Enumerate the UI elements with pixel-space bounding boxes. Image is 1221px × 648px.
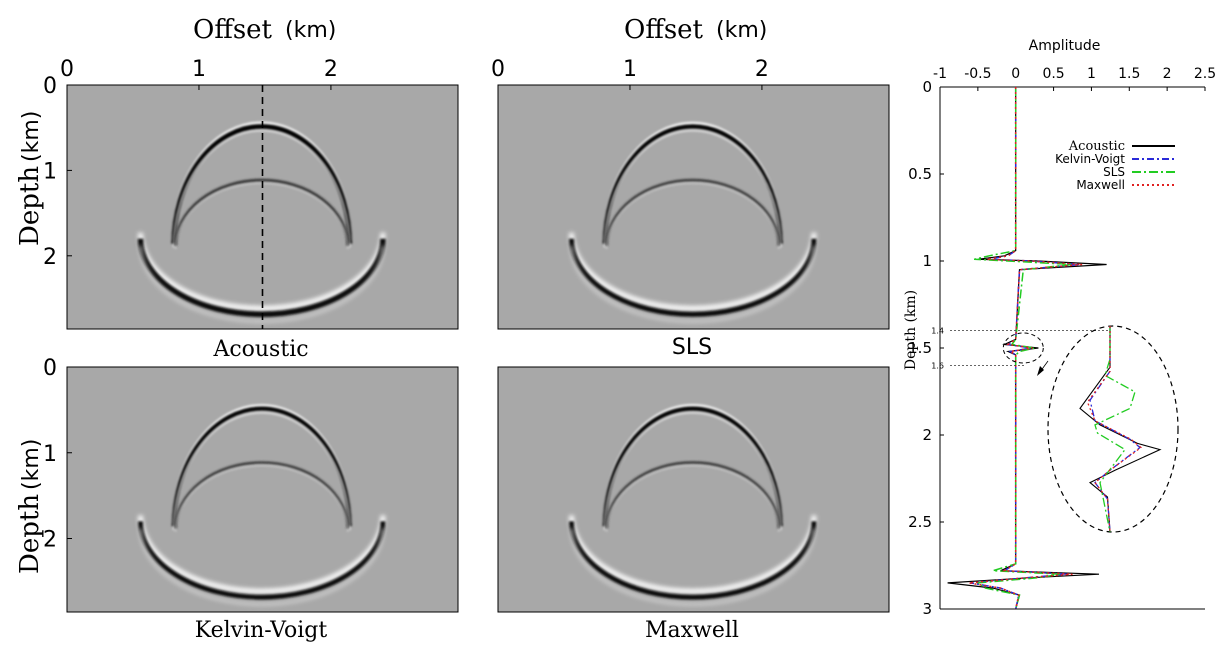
- amplitude-tick-label: 2: [1163, 66, 1172, 82]
- amplitude-tick-label: -0.5: [964, 66, 991, 82]
- depth-tick-label: 2: [43, 528, 57, 553]
- panel-sls: [497, 84, 890, 330]
- depth-tick-label: 1: [922, 252, 932, 270]
- trace-y-label: Depth (km): [903, 290, 919, 370]
- panel-maxwell: [497, 366, 890, 613]
- inset-trace: [1079, 326, 1162, 533]
- depth-tick-label: 3: [922, 600, 932, 618]
- reflected-wavefront: [605, 461, 780, 529]
- direct-wavefront: [171, 406, 352, 527]
- depth-tick-label: 0: [922, 78, 932, 96]
- depth-unit-top: (km): [19, 111, 44, 162]
- reflected-wavefront: [605, 178, 781, 247]
- panel-acoustic: [66, 84, 459, 330]
- trace-x-label: Amplitude: [1029, 38, 1101, 54]
- wavefronts: [138, 404, 386, 606]
- trace-maxwell: [968, 87, 1083, 610]
- depth-tick-label: 0: [43, 74, 57, 99]
- caption-sls: SLS: [671, 335, 713, 360]
- caption-kelvin-voigt: Kelvin-Voigt: [194, 618, 328, 643]
- reflected-wavefront: [174, 461, 349, 529]
- offset-tick-label: 0: [60, 57, 74, 82]
- legend-label: Acoustic: [1068, 139, 1125, 154]
- trace-chart: Amplitude -1 -0.5 0 0.5 1 1.5 2 2.5 0 0.5 1 1.5 2 2.5 3…: [903, 38, 1216, 618]
- depth-unit-bottom: (km): [19, 439, 44, 490]
- zoom-source-ellipse: [1002, 332, 1044, 364]
- reflected-wavefront: [174, 178, 350, 247]
- wavefronts: [569, 404, 817, 606]
- wavefronts: [569, 121, 817, 323]
- direct-wavefront: [602, 124, 783, 244]
- panel-frame: [497, 84, 890, 330]
- caption-acoustic: Acoustic: [213, 337, 309, 362]
- legend-label: Maxwell: [1076, 178, 1125, 192]
- depth-label-bottom: Depth: [15, 494, 45, 574]
- depth-tick-label: 2: [43, 245, 57, 270]
- zoom-inset-ellipse: [1047, 325, 1179, 533]
- depth-tick-label: 1: [43, 442, 57, 467]
- panel-frame: [66, 366, 459, 613]
- transmitted-wavefront: [569, 521, 817, 600]
- offset-label-left: Offset: [193, 15, 273, 45]
- panel-kelvin-voigt: [66, 366, 459, 613]
- inset-tick-label: 1.6: [931, 361, 944, 370]
- depth-tick-label: 0.5: [908, 165, 932, 183]
- offset-unit-left: (km): [285, 18, 336, 43]
- amplitude-tick-label: 0: [1011, 66, 1020, 82]
- inset-tick-label: 1.4: [931, 327, 944, 336]
- panel-axes: Offset (km) Offset (km) Depth (km) Depth…: [15, 15, 1216, 618]
- depth-tick-label: 1.5: [908, 339, 932, 357]
- offset-tick-label: 0: [491, 57, 505, 82]
- transmitted-wavefront: [569, 238, 817, 317]
- legend-label: Kelvin-Voigt: [1055, 152, 1125, 166]
- amplitude-tick-label: 0.5: [1042, 66, 1064, 82]
- offset-unit-right: (km): [716, 18, 767, 43]
- depth-tick-label: 0: [43, 356, 57, 381]
- inset-trace: [1094, 326, 1136, 533]
- inset-trace: [1089, 326, 1142, 533]
- offset-tick-label: 1: [623, 57, 637, 82]
- amplitude-tick-label: 1.5: [1118, 66, 1140, 82]
- depth-tick-label: 1: [43, 159, 57, 184]
- trace-kelvin-voigt: [970, 87, 1081, 610]
- depth-tick-label: 2.5: [908, 513, 932, 531]
- wavefield-panels: [66, 84, 890, 613]
- amplitude-tick-label: 2.5: [1194, 66, 1216, 82]
- depth-label-top: Depth: [15, 166, 45, 246]
- depth-tick-label: 2: [922, 426, 932, 444]
- transmitted-wavefront: [138, 521, 386, 600]
- offset-tick-label: 2: [324, 57, 338, 82]
- caption-maxwell: Maxwell: [645, 618, 739, 643]
- offset-tick-label: 2: [755, 57, 769, 82]
- panel-frame: [497, 366, 890, 613]
- trace-sls: [973, 87, 1073, 610]
- direct-wavefront: [602, 406, 783, 527]
- offset-label-right: Offset: [624, 15, 704, 45]
- offset-tick-label: 1: [192, 57, 206, 82]
- amplitude-tick-label: 1: [1087, 66, 1096, 82]
- inset-trace: [1086, 326, 1143, 533]
- amplitude-tick-label: -1: [933, 66, 947, 82]
- legend-label: SLS: [1103, 165, 1125, 179]
